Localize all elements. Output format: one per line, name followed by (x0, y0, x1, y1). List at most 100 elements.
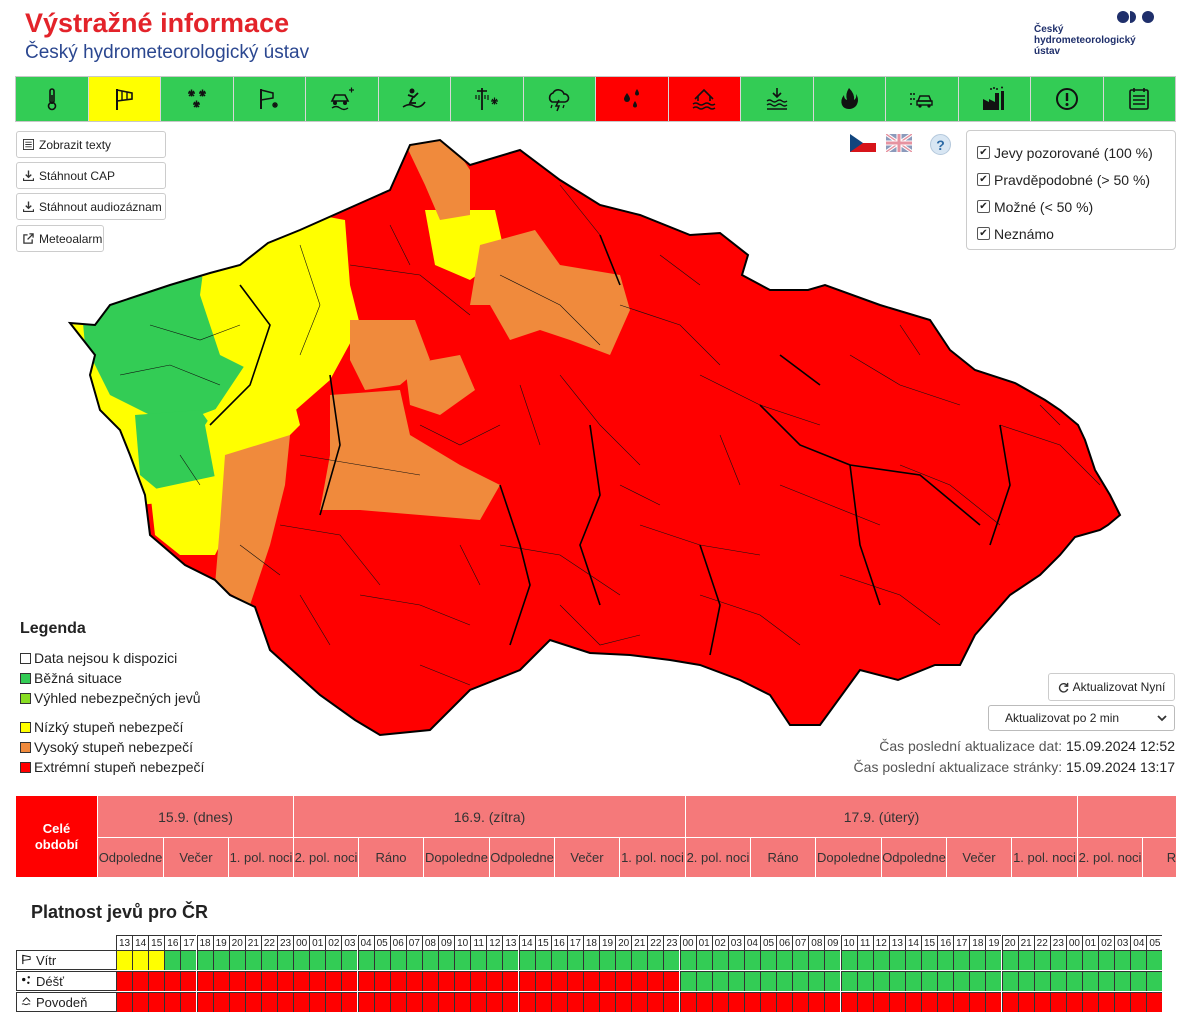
timeline-part[interactable]: 2. pol. noci (294, 838, 359, 877)
validity-cell (405, 971, 422, 991)
refresh-now-label: Aktualizovat Nyní (1072, 680, 1166, 694)
timeline-part[interactable]: 1. pol. noci (229, 838, 294, 877)
phenomenon-low-water[interactable] (741, 77, 814, 121)
phenomenon-fire[interactable] (813, 77, 886, 121)
validity-cell (293, 950, 310, 970)
phenomenon-fog[interactable] (886, 77, 959, 121)
hour-label: 14 (132, 935, 149, 950)
timeline-whole-period[interactable]: Celé období (16, 796, 98, 877)
chmi-logo[interactable]: Český hydrometeorologický ústav (1034, 10, 1164, 60)
validity-cell (228, 971, 245, 991)
validity-cell (438, 950, 455, 970)
validity-cell (148, 992, 165, 1012)
timeline-day (1078, 796, 1176, 838)
validity-cell (341, 992, 358, 1012)
validity-cell (872, 950, 889, 970)
refresh-now-button[interactable]: Aktualizovat Nyní (1048, 673, 1175, 701)
timeline-part[interactable]: Rá (1143, 838, 1176, 877)
phenomenon-rain[interactable] (596, 77, 669, 121)
phenomenon-flood[interactable] (668, 77, 741, 121)
filter-probable[interactable]: ✔ Pravděpodobné (> 50 %) (977, 166, 1165, 193)
hour-label: 20 (228, 935, 245, 950)
filter-possible[interactable]: ✔ Možné (< 50 %) (977, 193, 1165, 220)
validity-cell (727, 971, 744, 991)
validity-cell (550, 950, 567, 970)
validity-cell (776, 950, 793, 970)
hour-label: 17 (953, 935, 970, 950)
meteoalarm-button[interactable]: Meteoalarm (16, 225, 104, 252)
hour-label: 23 (1049, 935, 1066, 950)
phenomenon-icing[interactable] (451, 77, 524, 121)
hour-label: 03 (727, 935, 744, 950)
refresh-interval-select[interactable]: Aktualizovat po 2 min (988, 705, 1175, 731)
region-high-prague[interactable] (405, 355, 475, 415)
download-audio-button[interactable]: Stáhnout audiozáznam (16, 193, 166, 220)
timeline-part[interactable]: Dopoledne (424, 838, 490, 877)
hour-label: 10 (840, 935, 857, 950)
show-texts-button[interactable]: Zobrazit texty (16, 131, 166, 158)
timeline-part[interactable]: 1. pol. noci (620, 838, 686, 877)
timeline-part[interactable]: 2. pol. noci (1078, 838, 1143, 877)
hour-label: 15 (148, 935, 165, 950)
hour-label: 01 (1082, 935, 1099, 950)
english-flag-icon[interactable] (886, 134, 912, 152)
phenomenon-smog[interactable] (958, 77, 1031, 121)
validity-cell (969, 950, 986, 970)
validity-cell (518, 971, 535, 991)
validity-cell (180, 992, 197, 1012)
validity-cell (470, 971, 487, 991)
validity-cell (1065, 971, 1082, 991)
filter-observed[interactable]: ✔ Jevy pozorované (100 %) (977, 139, 1165, 166)
hour-label: 09 (824, 935, 841, 950)
timeline-part[interactable]: Odpoledne (882, 838, 947, 877)
validity-cell (534, 971, 551, 991)
timeline-part[interactable]: Večer (164, 838, 229, 877)
filter-unknown[interactable]: ✔ Neznámo (977, 220, 1165, 247)
phenomenon-warning[interactable] (1031, 77, 1104, 121)
download-cap-button[interactable]: Stáhnout CAP (16, 162, 166, 189)
validity-cell (776, 992, 793, 1012)
phenomenon-report[interactable] (1103, 77, 1175, 121)
region-high-northeast[interactable] (470, 230, 630, 355)
phenomenon-temperature[interactable] (16, 77, 89, 121)
region-low-southwest[interactable] (150, 475, 240, 555)
region-high-southwest[interactable] (215, 435, 290, 605)
validity-cell (309, 971, 326, 991)
timeline-part[interactable]: 2. pol. noci (686, 838, 751, 877)
region-high-decin[interactable] (405, 140, 470, 220)
timeline-part[interactable]: Večer (555, 838, 620, 877)
phenomenon-avalanche[interactable] (378, 77, 451, 121)
validity-cell (502, 992, 519, 1012)
czech-flag-icon[interactable] (850, 134, 876, 152)
phenomenon-wind[interactable] (88, 77, 161, 121)
timeline-part[interactable]: Ráno (359, 838, 424, 877)
validity-cell (228, 992, 245, 1012)
phenomenon-slippery-road[interactable] (306, 77, 379, 121)
region-high-central-south[interactable] (320, 390, 500, 520)
timeline-part[interactable]: Ráno (751, 838, 816, 877)
validity-cell (1130, 992, 1147, 1012)
warning-map[interactable] (0, 125, 1188, 750)
timeline-part[interactable]: Večer (947, 838, 1012, 877)
hour-label: 12 (486, 935, 503, 950)
hour-label: 18 (582, 935, 599, 950)
validity-cell (277, 971, 294, 991)
phenomenon-thunderstorm[interactable] (523, 77, 596, 121)
phenomenon-snow[interactable] (161, 77, 234, 121)
help-icon[interactable]: ? (930, 134, 951, 155)
hour-label: 17 (180, 935, 197, 950)
phenomenon-snow-wind[interactable] (233, 77, 306, 121)
validity-cell (921, 950, 938, 970)
hour-label: 18 (969, 935, 986, 950)
validity-cell (615, 950, 632, 970)
timeline-part[interactable]: Odpoledne (98, 838, 164, 877)
timeline-part[interactable]: 1. pol. noci (1012, 838, 1078, 877)
hour-label: 21 (631, 935, 648, 950)
timeline-part[interactable]: Dopoledne (816, 838, 882, 877)
timeline-part[interactable]: Odpoledne (490, 838, 555, 877)
rain-icon (623, 89, 639, 108)
hour-label: 13 (888, 935, 905, 950)
checkbox-checked-icon: ✔ (977, 146, 990, 159)
validity-cell (470, 950, 487, 970)
validity-cell (679, 950, 696, 970)
